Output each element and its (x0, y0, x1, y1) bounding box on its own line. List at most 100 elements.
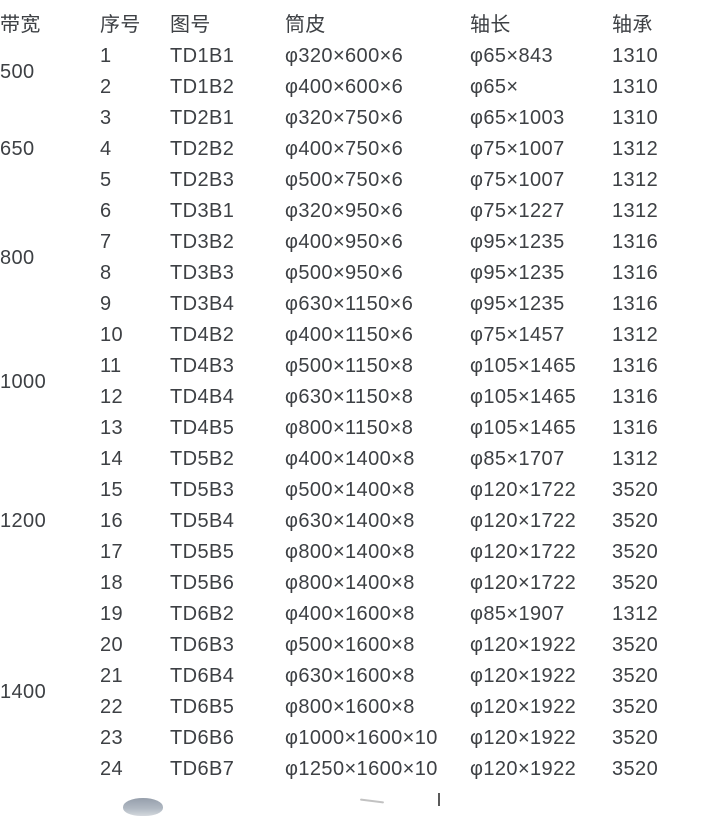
serial-no-cell: 14 (100, 448, 124, 470)
band-width-cell: 500 (0, 60, 35, 83)
table-row: 500 1 TD1B1 φ320×600×6 φ65×843 1310 (0, 41, 702, 83)
bearing-cell: 1312 (612, 324, 659, 346)
drawing-no-cell: TD2B1 (170, 107, 235, 129)
shaft-length-cell: φ120×1722 (470, 572, 577, 594)
shaft-length-cell: φ120×1922 (470, 727, 577, 749)
serial-no-cell: 23 (100, 727, 124, 749)
drum-shell-cell: φ800×1400×8 (285, 572, 415, 594)
header-drum-shell: 筒皮 (285, 13, 326, 36)
drum-shell-cell: φ320×600×6 (285, 45, 404, 67)
table-row: 7 TD3B2 φ400×950×6 φ95×1235 1316 (0, 227, 702, 258)
bearing-cell: 1310 (612, 76, 659, 98)
shaft-length-cell: φ75×1457 (470, 324, 565, 346)
bearing-cell: 1310 (612, 45, 659, 67)
table-row: 17 TD5B5 φ800×1400×8 φ120×1722 3520 (0, 537, 702, 568)
faint-tick-mark (359, 798, 385, 804)
serial-no-cell: 15 (100, 479, 124, 501)
serial-no-cell: 10 (100, 324, 124, 346)
drawing-no-cell: TD4B2 (170, 324, 235, 346)
table-row: 5 TD2B3 φ500×750×6 φ75×1007 1312 (0, 165, 702, 196)
shaft-length-cell: φ75×1007 (470, 169, 565, 191)
shaft-length-cell: φ75×1227 (470, 200, 565, 222)
serial-no-cell: 11 (100, 355, 122, 377)
drawing-no-cell: TD2B3 (170, 169, 235, 191)
header-row: 带宽 序号 图号 筒皮 轴长 轴承 (0, 3, 702, 41)
table-row: 16 TD5B4 φ630×1400×8 φ120×1722 3520 (0, 506, 702, 537)
table-row: 21 TD6B4 φ630×1600×8 φ120×1922 3520 (0, 661, 702, 692)
bearing-cell: 3520 (612, 479, 659, 501)
serial-no-cell: 6 (100, 200, 112, 222)
serial-no-cell: 2 (100, 76, 112, 98)
shaft-length-cell: φ65× (470, 76, 519, 98)
drawing-no-cell: TD1B1 (170, 45, 235, 67)
band-width-cell: 800 (0, 246, 35, 269)
drawing-no-cell: TD3B3 (170, 262, 235, 284)
bearing-cell: 1310 (612, 107, 659, 129)
drawing-no-cell: TD2B2 (170, 138, 235, 160)
drawing-no-cell: TD5B2 (170, 448, 235, 470)
bearing-cell: 3520 (612, 572, 659, 594)
shaft-length-cell: φ75×1007 (470, 138, 565, 160)
bearing-cell: 3520 (612, 634, 659, 656)
bearing-cell: 1312 (612, 169, 659, 191)
drawing-no-cell: TD6B7 (170, 758, 235, 780)
serial-no-cell: 22 (100, 696, 124, 718)
drawing-no-cell: TD6B5 (170, 696, 235, 718)
shaft-length-cell: φ120×1922 (470, 696, 577, 718)
drum-shell-cell: φ500×750×6 (285, 169, 404, 191)
bearing-cell: 3520 (612, 541, 659, 563)
drawing-no-cell: TD6B4 (170, 665, 235, 687)
drum-shell-cell: φ500×1400×8 (285, 479, 415, 501)
bearing-cell: 1312 (612, 200, 659, 222)
bearing-cell: 1312 (612, 138, 659, 160)
band-width-cell: 1200 (0, 510, 47, 532)
drum-shell-cell: φ630×1400×8 (285, 510, 415, 532)
serial-no-cell: 20 (100, 634, 124, 656)
drum-shell-cell: φ500×1150×8 (285, 355, 414, 377)
header-shaft-length: 轴长 (470, 13, 511, 36)
bearing-cell: 1312 (612, 603, 659, 625)
table-row: 18 TD5B6 φ800×1400×8 φ120×1722 3520 (0, 568, 702, 599)
serial-no-cell: 5 (100, 169, 112, 191)
drum-shell-cell: φ630×1600×8 (285, 665, 415, 687)
table-row: 2 TD1B2 φ400×600×6 φ65× 1310 (0, 72, 702, 103)
drum-shell-cell: φ400×1150×6 (285, 324, 414, 346)
shaft-length-cell: φ85×1907 (470, 603, 565, 625)
serial-no-cell: 12 (100, 386, 124, 408)
table-row: 9 TD3B4 φ630×1150×6 φ95×1235 1316 (0, 289, 702, 320)
drawing-no-cell: TD3B2 (170, 231, 235, 253)
serial-no-cell: 1 (100, 45, 112, 67)
table-row: 12 TD4B4 φ630×1150×8 φ105×1465 1316 (0, 382, 702, 413)
drum-shell-cell: φ1000×1600×10 (285, 727, 438, 749)
bearing-cell: 1316 (612, 231, 659, 253)
drawing-no-cell: TD6B3 (170, 634, 235, 656)
bearing-cell: 3520 (612, 510, 659, 532)
header-serial-no: 序号 (100, 13, 141, 36)
serial-no-cell: 8 (100, 262, 112, 284)
serial-no-cell: 18 (100, 572, 124, 594)
table-row: 11 TD4B3 φ500×1150×8 φ105×1465 1316 (0, 351, 702, 382)
bearing-cell: 3520 (612, 665, 659, 687)
drawing-no-cell: TD4B5 (170, 417, 235, 439)
drum-shell-cell: φ800×1600×8 (285, 696, 415, 718)
spec-table: 带宽 序号 图号 筒皮 轴长 轴承 500 1 TD1B1 φ320×600×6 φ65… (0, 3, 702, 785)
drum-shell-cell: φ320×950×6 (285, 200, 404, 222)
drum-shell-cell: φ800×1150×8 (285, 417, 414, 439)
drum-shell-cell: φ400×950×6 (285, 231, 404, 253)
serial-no-cell: 13 (100, 417, 124, 439)
table-row: 8 TD3B3 φ500×950×6 φ95×1235 1316 (0, 258, 702, 289)
drawing-no-cell: TD5B6 (170, 572, 235, 594)
shaft-length-cell: φ120×1722 (470, 479, 577, 501)
serial-no-cell: 7 (100, 231, 112, 253)
serial-no-cell: 17 (100, 541, 124, 563)
serial-no-cell: 9 (100, 293, 112, 315)
serial-no-cell: 4 (100, 138, 112, 160)
bearing-cell: 1316 (612, 293, 659, 315)
drum-shell-cell: φ1250×1600×10 (285, 758, 438, 780)
bearing-cell: 3520 (612, 727, 659, 749)
drawing-no-cell: TD6B6 (170, 727, 235, 749)
drum-shell-cell: φ500×950×6 (285, 262, 404, 284)
serial-no-cell: 3 (100, 107, 112, 129)
serial-no-cell: 21 (100, 665, 124, 687)
band-width-cell: 650 (0, 138, 35, 160)
